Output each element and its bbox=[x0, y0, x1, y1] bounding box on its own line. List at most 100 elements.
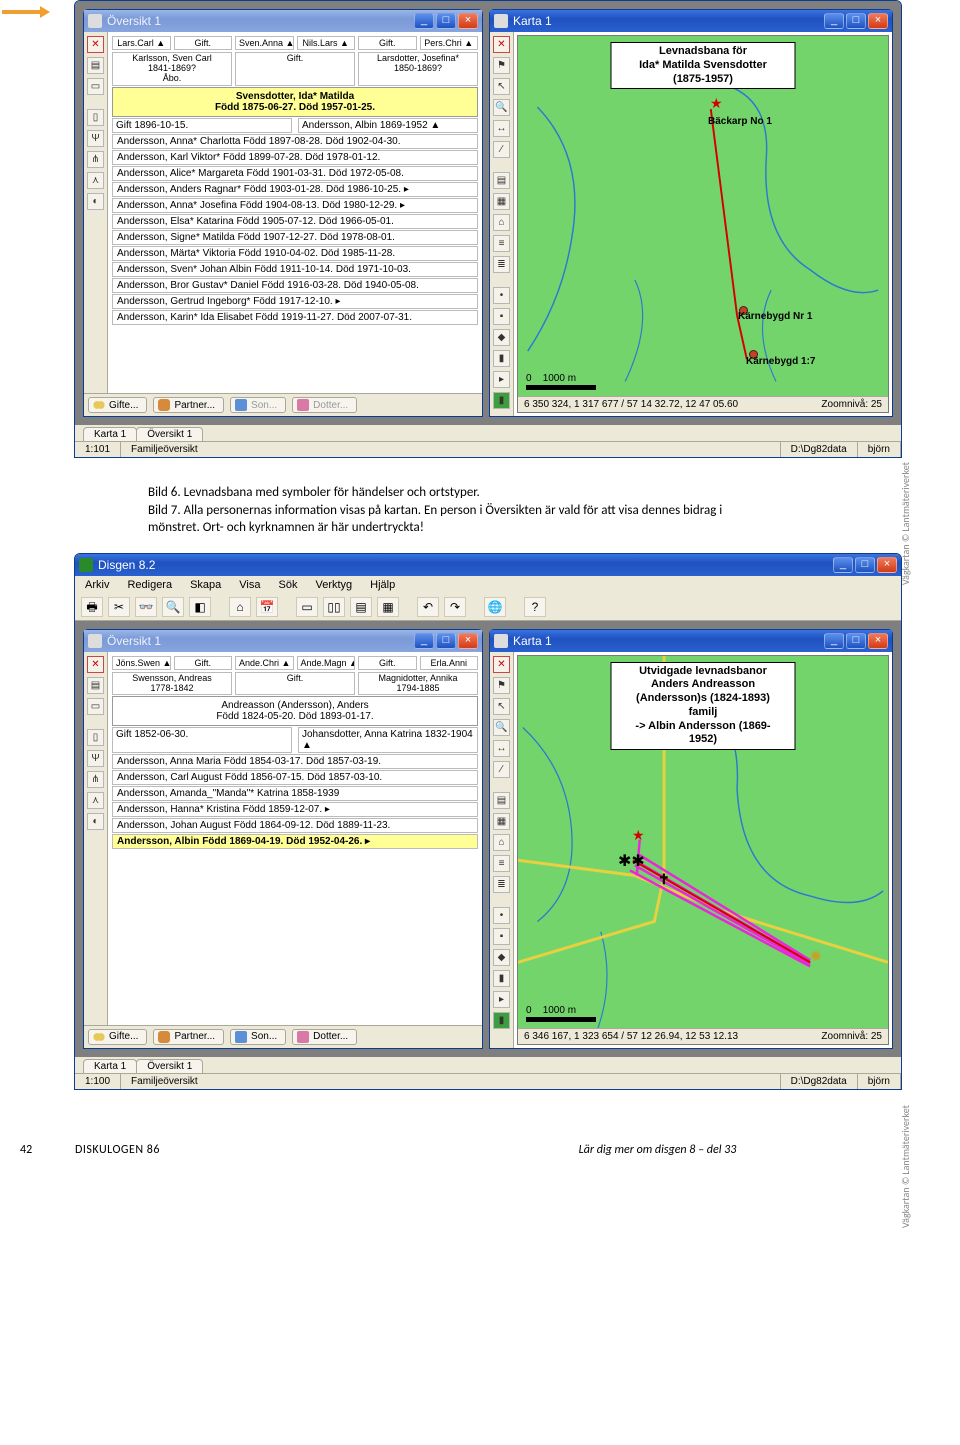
child-row[interactable]: Andersson, Anna* Josefina Född 1904-08-1… bbox=[112, 198, 478, 213]
print-icon[interactable]: 🖶 bbox=[81, 597, 103, 617]
child-row[interactable]: Andersson, Bror Gustav* Daniel Född 1916… bbox=[112, 278, 478, 293]
layers-icon[interactable]: ▤ bbox=[493, 172, 510, 189]
app-titlebar[interactable]: Disgen 8.2 _ □ × bbox=[75, 554, 901, 576]
child-row[interactable]: Andersson, Signe* Matilda Född 1907-12-2… bbox=[112, 230, 478, 245]
sym-icon[interactable]: ◆ bbox=[493, 949, 510, 966]
find-icon[interactable]: 🔍 bbox=[162, 597, 184, 617]
menu-item[interactable]: Verktyg bbox=[311, 578, 356, 592]
minimize-button[interactable]: _ bbox=[833, 557, 853, 573]
overview-titlebar[interactable]: Översikt 1 _ □ × bbox=[84, 10, 482, 32]
pin-icon[interactable]: • bbox=[493, 287, 510, 304]
ped-icon[interactable]: Ψ bbox=[87, 130, 104, 147]
redo-icon[interactable]: ↷ bbox=[444, 597, 466, 617]
minimize-button[interactable]: _ bbox=[824, 633, 844, 649]
cell[interactable]: Pers.Chri ▲ bbox=[420, 36, 479, 50]
anc-icon[interactable]: ⋏ bbox=[87, 792, 104, 809]
play-icon[interactable]: ▸ bbox=[493, 991, 510, 1008]
tree-icon[interactable]: ▯ bbox=[87, 729, 104, 746]
cell[interactable]: Ande.Chri ▲ bbox=[235, 656, 294, 670]
close-icon[interactable]: ✕ bbox=[87, 656, 104, 673]
menu-item[interactable]: Hjälp bbox=[366, 578, 399, 592]
maximize-button[interactable]: □ bbox=[846, 633, 866, 649]
house-icon[interactable]: ⌂ bbox=[493, 214, 510, 231]
ov-button[interactable]: Dotter... bbox=[292, 397, 357, 413]
zoom-icon[interactable]: 🔍 bbox=[493, 719, 510, 736]
sym-icon[interactable]: ◆ bbox=[493, 329, 510, 346]
tree-icon[interactable]: ▯ bbox=[87, 109, 104, 126]
grid-icon[interactable]: ▦ bbox=[493, 813, 510, 830]
fan-icon[interactable]: ◐ bbox=[87, 193, 104, 210]
close-icon[interactable]: ✕ bbox=[493, 36, 510, 53]
home-icon[interactable]: ⌂ bbox=[229, 597, 251, 617]
cell[interactable]: Gift. bbox=[174, 656, 233, 670]
erase-icon[interactable]: ◧ bbox=[189, 597, 211, 617]
pointer-icon[interactable]: ↖ bbox=[493, 78, 510, 95]
tab-overview[interactable]: Översikt 1 bbox=[136, 427, 203, 441]
spouse[interactable]: Andersson, Albin 1869-1952 ▲ bbox=[298, 118, 478, 133]
child-row[interactable]: Andersson, Amanda_"Manda"* Katrina 1858-… bbox=[112, 786, 478, 801]
help-icon[interactable]: ? bbox=[524, 597, 546, 617]
sq-icon[interactable]: ▪ bbox=[493, 308, 510, 325]
opt1-icon[interactable]: ≡ bbox=[493, 855, 510, 872]
green-icon[interactable]: ▮ bbox=[493, 392, 510, 409]
child-row[interactable]: Andersson, Karin* Ida Elisabet Född 1919… bbox=[112, 310, 478, 325]
selected-child[interactable]: Andersson, Albin Född 1869-04-19. Död 19… bbox=[112, 834, 478, 849]
map-canvas[interactable]: ★ ✱✱ ✝ ✺ Utvidgade levnadsbanor Anders A… bbox=[517, 655, 889, 1045]
pin-icon[interactable]: • bbox=[493, 907, 510, 924]
close-button[interactable]: × bbox=[458, 633, 478, 649]
close-icon[interactable]: ✕ bbox=[87, 36, 104, 53]
close-button[interactable]: × bbox=[868, 633, 888, 649]
ruler-icon[interactable]: ∕ bbox=[493, 761, 510, 778]
cell[interactable]: Magnidotter, Annika1794-1885 bbox=[358, 672, 478, 696]
ov-button[interactable]: Son... bbox=[230, 1029, 286, 1045]
child-row[interactable]: Andersson, Anna* Charlotta Född 1897-08-… bbox=[112, 134, 478, 149]
tab-overview[interactable]: Översikt 1 bbox=[136, 1059, 203, 1073]
child-row[interactable]: Andersson, Anders Ragnar* Född 1903-01-2… bbox=[112, 182, 478, 197]
menu-item[interactable]: Skapa bbox=[186, 578, 225, 592]
minimize-button[interactable]: _ bbox=[414, 633, 434, 649]
ped-icon[interactable]: Ψ bbox=[87, 750, 104, 767]
child-row[interactable]: Andersson, Hanna* Kristina Född 1859-12-… bbox=[112, 802, 478, 817]
ov-button[interactable]: Partner... bbox=[153, 397, 224, 413]
win2-icon[interactable]: ▯▯ bbox=[323, 597, 345, 617]
ov-button[interactable]: Partner... bbox=[153, 1029, 224, 1045]
win3-icon[interactable]: ▤ bbox=[350, 597, 372, 617]
doc-icon[interactable]: ▤ bbox=[87, 677, 104, 694]
cell[interactable]: Gift. bbox=[174, 36, 233, 50]
col-icon[interactable]: ▮ bbox=[493, 970, 510, 987]
tab-map[interactable]: Karta 1 bbox=[83, 427, 137, 441]
menu-item[interactable]: Arkiv bbox=[81, 578, 113, 592]
cell[interactable]: Karlsson, Sven Carl1841-1869?Åbo. bbox=[112, 52, 232, 86]
overview-titlebar[interactable]: Översikt 1 _ □ × bbox=[84, 630, 482, 652]
menu-item[interactable]: Sök bbox=[275, 578, 302, 592]
opt2-icon[interactable]: ≣ bbox=[493, 256, 510, 273]
maximize-button[interactable]: □ bbox=[436, 13, 456, 29]
opt2-icon[interactable]: ≣ bbox=[493, 876, 510, 893]
anc-icon[interactable]: ⋏ bbox=[87, 172, 104, 189]
cell[interactable]: Gift. bbox=[235, 672, 355, 696]
cell[interactable]: Gift. bbox=[235, 52, 355, 86]
maximize-button[interactable]: □ bbox=[855, 557, 875, 573]
focus-person[interactable]: Svensdotter, Ida* MatildaFödd 1875-06-27… bbox=[112, 87, 478, 117]
play-icon[interactable]: ▸ bbox=[493, 371, 510, 388]
cell[interactable]: Larsdotter, Josefina*1850-1869? bbox=[358, 52, 478, 86]
child-row[interactable]: Andersson, Sven* Johan Albin Född 1911-1… bbox=[112, 262, 478, 277]
cell[interactable]: Ande.Magn ▲ bbox=[297, 656, 356, 670]
globe-icon[interactable]: 🌐 bbox=[484, 597, 506, 617]
cell[interactable]: Erla.Anni bbox=[420, 656, 479, 670]
ov-button[interactable]: Gifte... bbox=[88, 1029, 147, 1045]
house-icon[interactable]: ⌂ bbox=[493, 834, 510, 851]
win4-icon[interactable]: ▦ bbox=[377, 597, 399, 617]
cell[interactable]: Nils.Lars ▲ bbox=[297, 36, 356, 50]
col-icon[interactable]: ▮ bbox=[493, 350, 510, 367]
ruler-icon[interactable]: ∕ bbox=[493, 141, 510, 158]
marriage-date[interactable]: Gift 1852-06-30. bbox=[112, 727, 292, 753]
sq-icon[interactable]: ▪ bbox=[493, 928, 510, 945]
flag-icon[interactable]: ⚑ bbox=[493, 677, 510, 694]
map-titlebar[interactable]: Karta 1 _ □ × bbox=[490, 10, 892, 32]
ov-button[interactable]: Dotter... bbox=[292, 1029, 357, 1045]
win1-icon[interactable]: ▭ bbox=[296, 597, 318, 617]
binoc-icon[interactable]: 👓 bbox=[135, 597, 157, 617]
child-row[interactable]: Andersson, Gertrud Ingeborg* Född 1917-1… bbox=[112, 294, 478, 309]
map-canvas[interactable]: ★ Levnadsbana för Ida* Matilda Svensdott… bbox=[517, 35, 889, 413]
